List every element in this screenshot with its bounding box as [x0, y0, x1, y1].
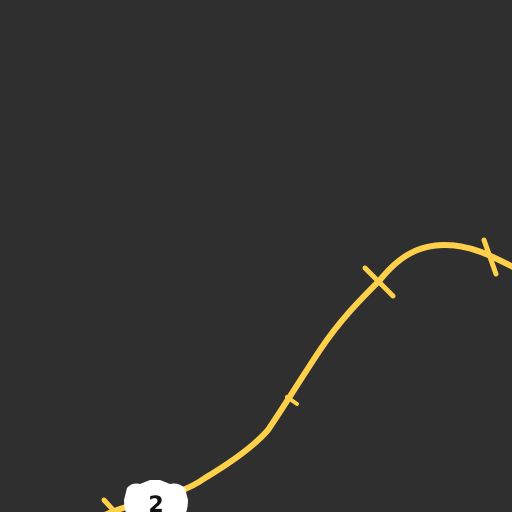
- road-tick-4: [101, 497, 118, 512]
- road-tick-1: [362, 265, 396, 299]
- road-tick-2: [481, 237, 499, 277]
- highway-shield[interactable]: 2: [124, 480, 188, 512]
- shield-icon: [124, 480, 188, 512]
- road-tick-3: [285, 395, 299, 406]
- shield-number: 2: [148, 493, 163, 512]
- highway-road[interactable]: [95, 241, 512, 512]
